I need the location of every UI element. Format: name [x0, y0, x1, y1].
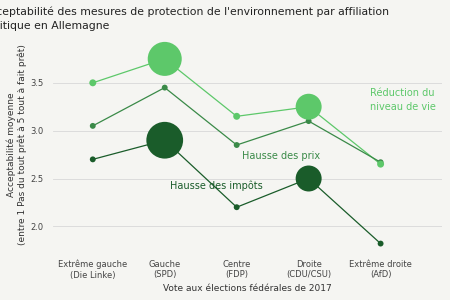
- Text: Hausse des prix: Hausse des prix: [243, 151, 320, 160]
- Point: [305, 176, 312, 181]
- Point: [377, 241, 384, 246]
- Point: [377, 162, 384, 167]
- Y-axis label: Acceptabilité moyenne
(entre 1 Pas du tout prêt à 5 tout à fait prêt): Acceptabilité moyenne (entre 1 Pas du to…: [7, 45, 27, 245]
- Point: [89, 80, 96, 85]
- Point: [161, 138, 168, 142]
- Point: [233, 205, 240, 210]
- Text: Réduction du
niveau de vie: Réduction du niveau de vie: [370, 88, 436, 112]
- Point: [89, 157, 96, 162]
- Point: [305, 119, 312, 124]
- Point: [377, 160, 384, 165]
- Text: Acceptabilité des mesures de protection de l'environnement par affiliation
polit: Acceptabilité des mesures de protection …: [0, 7, 389, 31]
- Point: [161, 56, 168, 61]
- Point: [305, 104, 312, 109]
- Point: [233, 142, 240, 147]
- Point: [233, 114, 240, 119]
- Point: [161, 85, 168, 90]
- Point: [89, 124, 96, 128]
- Text: Hausse des impôts: Hausse des impôts: [171, 181, 263, 191]
- X-axis label: Vote aux élections fédérales de 2017: Vote aux élections fédérales de 2017: [163, 284, 332, 293]
